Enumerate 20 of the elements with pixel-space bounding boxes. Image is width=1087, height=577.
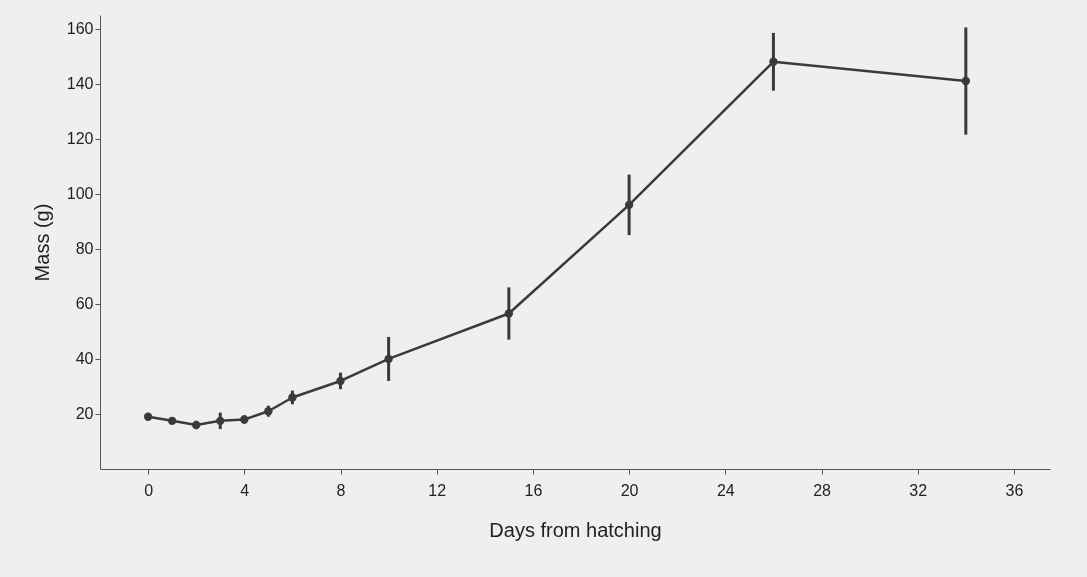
x-tick-label: 12 — [428, 481, 447, 499]
y-tick-label: 140 — [66, 75, 94, 93]
x-tick-label: 36 — [1005, 481, 1024, 499]
y-tick-label: 60 — [75, 295, 94, 313]
y-tick-label: 20 — [75, 405, 94, 423]
y-tick-label: 160 — [66, 20, 94, 38]
x-tick-label: 0 — [144, 481, 154, 499]
y-tick-label: 100 — [66, 185, 94, 203]
y-tick-label: 120 — [66, 130, 94, 148]
x-tick-label: 4 — [240, 481, 250, 499]
x-tick-label: 16 — [524, 481, 543, 499]
x-tick-label: 8 — [336, 481, 346, 499]
x-axis-title: Days from hatching — [489, 518, 662, 541]
x-tick-label: 24 — [716, 481, 735, 499]
y-axis-title: Mass (g) — [30, 203, 53, 282]
y-tick-label: 80 — [75, 240, 94, 258]
x-tick-label: 20 — [620, 481, 639, 499]
y-tick-label: 40 — [75, 350, 94, 368]
x-tick-label: 32 — [909, 481, 928, 499]
x-tick-label: 28 — [813, 481, 832, 499]
